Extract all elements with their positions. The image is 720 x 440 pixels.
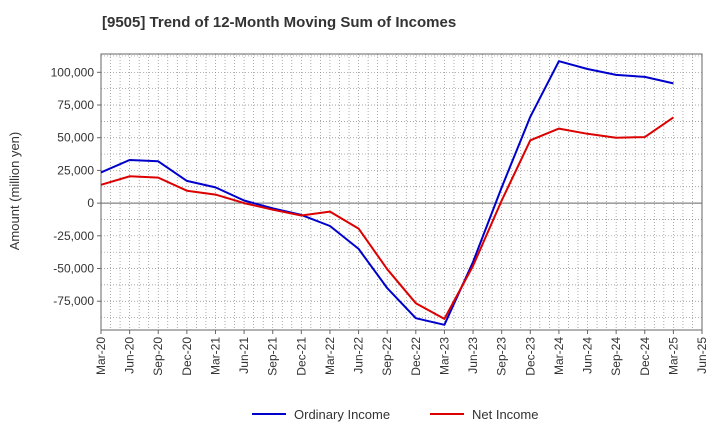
x-tick-label: Jun-22 bbox=[352, 337, 366, 374]
x-tick-label: Mar-25 bbox=[666, 337, 680, 375]
series-line-net-income bbox=[100, 116, 674, 320]
y-tick-label: 75,000 bbox=[57, 98, 94, 112]
series-lines bbox=[100, 60, 674, 326]
legend-label: Net Income bbox=[472, 407, 538, 422]
y-tick-label: 100,000 bbox=[51, 65, 95, 79]
legend-label: Ordinary Income bbox=[294, 407, 390, 422]
x-tick-label: Sep-20 bbox=[151, 337, 165, 376]
y-tick-label: -50,000 bbox=[53, 262, 94, 276]
x-tick-label: Mar-24 bbox=[552, 337, 566, 375]
x-tick-label: Sep-22 bbox=[380, 337, 394, 376]
x-tick-label: Mar-21 bbox=[208, 337, 222, 375]
x-tick-label: Mar-23 bbox=[437, 337, 451, 375]
chart-title: [9505] Trend of 12-Month Moving Sum of I… bbox=[102, 14, 457, 31]
x-tick-label: Jun-25 bbox=[695, 337, 709, 374]
axes: -75,000 -50,000 -25,000 0 25,000 50,000 75,000… bbox=[51, 53, 709, 376]
legend: Ordinary Income Net Income bbox=[252, 407, 538, 422]
y-axis-title: Amount (million yen) bbox=[7, 132, 22, 251]
x-tick-label: Mar-22 bbox=[323, 337, 337, 375]
x-tick-label: Jun-20 bbox=[123, 337, 137, 374]
x-tick-label: Jun-24 bbox=[581, 337, 595, 374]
y-tick-label: 0 bbox=[87, 196, 94, 210]
grid bbox=[100, 54, 703, 330]
y-tick-label: -25,000 bbox=[53, 229, 94, 243]
x-tick-label: Jun-23 bbox=[466, 337, 480, 374]
y-tick-label: -75,000 bbox=[53, 294, 94, 308]
x-tick-label: Mar-20 bbox=[94, 337, 108, 375]
y-axis-title-group: Amount (million yen) bbox=[7, 132, 22, 251]
plot-frame bbox=[100, 53, 703, 331]
y-tick-label: 25,000 bbox=[57, 163, 94, 177]
x-tick-label: Dec-23 bbox=[523, 337, 537, 376]
y-tick-label: 50,000 bbox=[57, 131, 94, 145]
x-tick-label: Dec-22 bbox=[409, 337, 423, 376]
x-tick-label: Dec-24 bbox=[638, 337, 652, 376]
x-tick-label: Dec-21 bbox=[294, 337, 308, 376]
x-tick-label: Jun-21 bbox=[237, 337, 251, 374]
x-tick-label: Dec-20 bbox=[180, 337, 194, 376]
x-tick-label: Sep-21 bbox=[266, 337, 280, 376]
x-tick-label: Sep-23 bbox=[495, 337, 509, 376]
x-tick-label: Sep-24 bbox=[609, 337, 623, 376]
series-line-ordinary-income bbox=[100, 60, 674, 326]
